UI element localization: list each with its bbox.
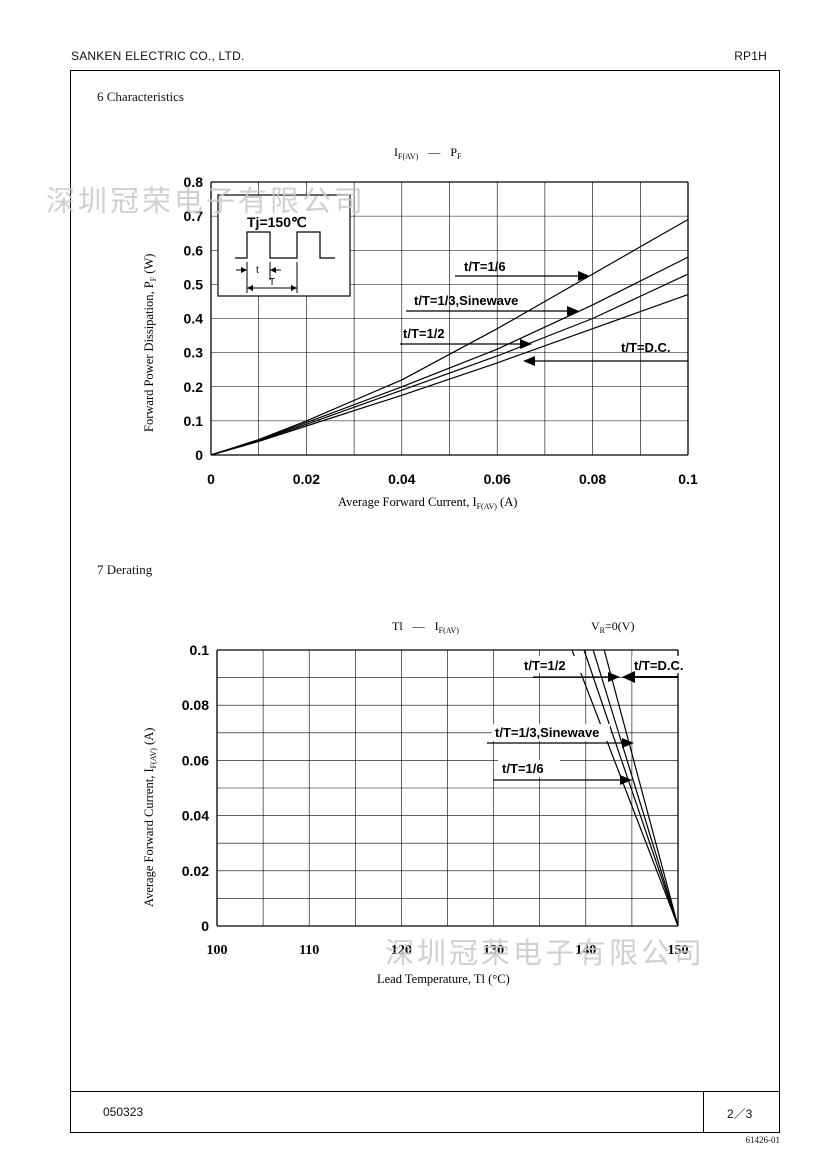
y-tick-label: 0.5 — [184, 276, 204, 292]
footer-column-divider — [703, 1091, 704, 1133]
series-line-t-t-1-6 — [210, 218, 689, 456]
chart2-xlabel: Lead Temperature, Tl (°C) — [377, 972, 510, 986]
label2-t-T-1-6: t/T=1/6 — [502, 761, 544, 776]
label-t-T-1-6: t/T=1/6 — [464, 259, 506, 274]
x-tick-label: 0.04 — [388, 471, 415, 487]
chart2-ylabel: Average Forward Current, IF(AV) (A) — [142, 728, 158, 907]
label-t-T-dc: t/T=D.C. — [621, 340, 670, 355]
footer-page-number: 2／3 — [727, 1107, 753, 1121]
y-tick-label: 0.02 — [182, 863, 209, 879]
x-tick-label: 0.02 — [293, 471, 320, 487]
y-tick-label: 0.8 — [184, 174, 204, 190]
series-line-t-t-1-2 — [592, 649, 679, 927]
chart2-labels: t/T=1/2 t/T=D.C. t/T=1/3,Sinewave t/T=1/… — [487, 656, 692, 785]
part-number: RP1H — [734, 49, 767, 63]
x-tick-label: 130 — [483, 943, 504, 958]
label-t-T-1-3-sinewave: t/T=1/3,Sinewave — [414, 293, 518, 308]
section-derating-title: 7 Derating — [97, 562, 153, 577]
watermark-bottom: 深圳冠荣电子有限公司 — [385, 936, 706, 970]
company-name: SANKEN ELECTRIC CO., LTD. — [71, 49, 245, 63]
y-tick-label: 0.7 — [184, 208, 204, 224]
section-characteristics-title: 6 Characteristics — [97, 89, 184, 104]
chart1-ylabel: Forward Power Dissipation, PF (W) — [142, 254, 158, 432]
label2-t-T-1-3-sinewave: t/T=1/3,Sinewave — [495, 725, 599, 740]
x-tick-label: 150 — [668, 943, 689, 958]
y-tick-label: 0.4 — [184, 311, 204, 327]
y-tick-label: 0.1 — [184, 413, 204, 429]
chart2-series — [571, 649, 679, 927]
inset-tj-label: Tj=150℃ — [247, 214, 307, 230]
x-tick-label: 0 — [207, 471, 215, 487]
footer-date-code: 050323 — [103, 1105, 144, 1119]
x-tick-label: 110 — [299, 943, 319, 958]
y-tick-label: 0.08 — [182, 697, 209, 713]
chart2-grid — [216, 649, 679, 927]
label-t-T-1-2: t/T=1/2 — [403, 326, 445, 341]
chart2-title: Tl — IF(AV) — [392, 619, 459, 635]
chart1-inset: Tj=150℃ t T — [217, 194, 351, 297]
chart1-title: IF(AV) — PF — [394, 145, 462, 161]
y-tick-label: 0 — [195, 447, 203, 463]
y-tick-label: 0.2 — [184, 379, 204, 395]
x-tick-label: 0.08 — [579, 471, 606, 487]
y-tick-label: 0.6 — [184, 242, 204, 258]
y-tick-label: 0.04 — [182, 808, 209, 824]
chart2-vr-condition: VR=0(V) — [591, 619, 634, 635]
y-tick-label: 0.06 — [182, 752, 209, 768]
series-line-t-t-1-2 — [210, 273, 689, 456]
inset-T-label: T — [269, 277, 275, 288]
label2-t-T-dc: t/T=D.C. — [634, 658, 683, 673]
x-tick-label: 100 — [207, 943, 228, 958]
x-tick-label: 120 — [391, 943, 412, 958]
forward-power-chart: IF(AV) — PF 0 0.02 0.04 0.06 0.08 0.1 0 0.1 0.2 0.3… — [142, 145, 698, 511]
series-line-t-t-1-3-sinewave — [583, 649, 679, 927]
footer-divider — [70, 1091, 780, 1092]
document-number: 61426-01 — [745, 1135, 781, 1145]
label2-t-T-1-2: t/T=1/2 — [524, 658, 566, 673]
x-tick-label: 0.06 — [484, 471, 511, 487]
chart1-series — [210, 218, 689, 456]
page-frame — [70, 70, 780, 1133]
watermark-top: 深圳冠荣电子有限公司 — [46, 184, 367, 218]
chart1-labels: t/T=1/6 t/T=1/3,Sinewave t/T=1/2 t/T=D.C… — [400, 259, 688, 366]
x-tick-label: 0.1 — [678, 471, 698, 487]
x-tick-label: 140 — [575, 943, 596, 958]
inset-pulse-waveform — [235, 231, 335, 259]
series-line-t-t-1-6 — [571, 649, 679, 927]
y-tick-label: 0.3 — [184, 345, 204, 361]
derating-chart: Tl — IF(AV) VR=0(V) 100 110 120 130 140 150 0 0.0… — [142, 619, 692, 986]
y-tick-label: 0.1 — [190, 642, 210, 658]
chart2-ticks: 100 110 120 130 140 150 0 0.02 0.04 0.06 0.08 0.1 — [182, 642, 689, 958]
chart1-grid — [210, 181, 689, 456]
chart1-xlabel: Average Forward Current, IF(AV) (A) — [338, 495, 517, 511]
series-line-t-t-d-c- — [603, 649, 679, 927]
series-line-t-t-d-c- — [210, 294, 689, 456]
y-tick-label: 0 — [201, 918, 209, 934]
chart1-ticks: 0 0.02 0.04 0.06 0.08 0.1 0 0.1 0.2 0.3 0.4 0.5 0.6 0… — [184, 174, 698, 487]
inset-t-label: t — [256, 265, 259, 276]
